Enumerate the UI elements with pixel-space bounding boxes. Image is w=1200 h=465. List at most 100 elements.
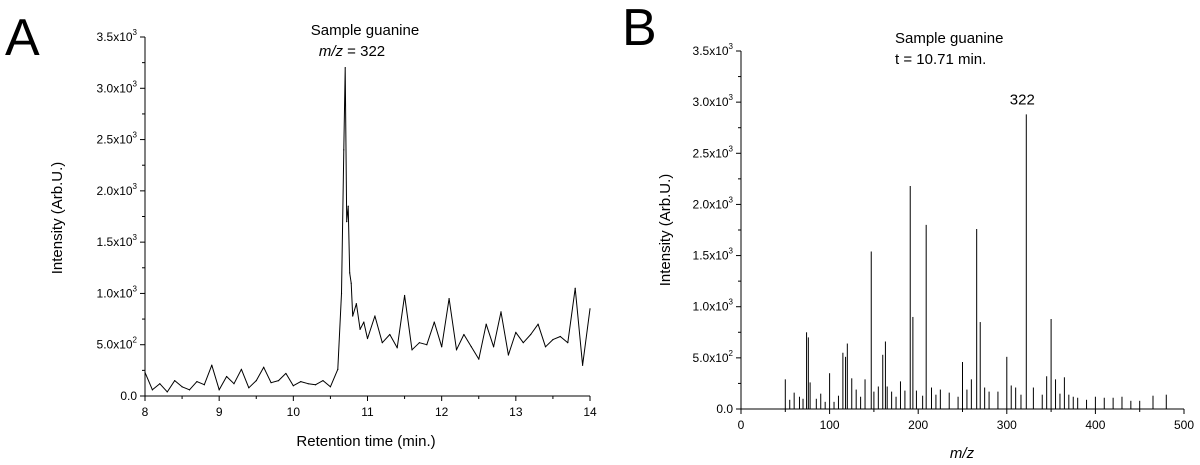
- panel-b-marks: [784, 114, 1167, 409]
- panel-b-letter: B: [622, 0, 657, 57]
- panel-a-x-axis-label: Retention time (min.): [296, 433, 435, 450]
- panel-a-data-point: [255, 380, 257, 382]
- panel-a-data-point: [340, 292, 343, 295]
- panel-a-x-tick-label: 13: [509, 405, 523, 419]
- panel-b-y-tick-label: 1.0x103: [693, 298, 734, 314]
- panel-b-y-axis-label: Intensity (Arb.U.): [657, 174, 674, 287]
- panel-a-data-point: [567, 342, 569, 344]
- panel-a-data-point: [396, 347, 398, 349]
- panel-a-data-point: [381, 342, 383, 344]
- panel-a-y-tick-label: 2.5x103: [97, 131, 138, 147]
- panel-a-x-tick-label: 10: [287, 405, 301, 419]
- panel-a-title-mz: m/z: [319, 43, 344, 60]
- panel-a-data-point: [240, 368, 243, 370]
- panel-a-data-point: [174, 380, 176, 382]
- panel-a-data-point: [346, 221, 348, 223]
- panel-a-data-point: [352, 315, 354, 317]
- panel-a-data-point: [355, 303, 357, 305]
- panel-a-data-point: [300, 381, 302, 383]
- panel-a-data-point: [285, 372, 287, 375]
- panel-b-x-axis-label: m/z: [950, 445, 975, 462]
- panel-a-x-tick-label: 14: [583, 405, 597, 419]
- panel-a-data-point: [522, 342, 524, 344]
- panel-a-y-tick-label: 1.0x103: [97, 284, 138, 300]
- panel-a-data-point: [350, 282, 352, 284]
- panel-b-x-tick-label: 500: [1174, 418, 1194, 432]
- panel-a-data-point: [500, 311, 502, 313]
- panel-a-data-point: [277, 380, 280, 382]
- panel-a-y-tick-label: 1.5x103: [97, 233, 138, 249]
- panel-a-data-point: [270, 382, 272, 384]
- panel-a-data-point: [389, 333, 391, 336]
- panel-a-data-point: [343, 149, 345, 151]
- panel-a-data-point: [411, 349, 413, 351]
- panel-a-data-point: [574, 287, 576, 289]
- panel-a-data-point: [492, 346, 495, 348]
- panel-b-y-tick-label: 0.0: [716, 402, 733, 416]
- panel-a-data-point: [559, 335, 561, 338]
- panel-a-data-point: [537, 323, 539, 325]
- panel-a-data-point: [589, 308, 591, 310]
- panel-a-data-point: [233, 383, 235, 385]
- panel-a-data-point: [515, 331, 517, 334]
- panel-a-data-point: [181, 386, 183, 388]
- panel-a-title-value: = 322: [343, 43, 385, 60]
- panel-a-y-tick-label: 0.0: [120, 389, 137, 403]
- panel-a-data-point: [463, 333, 465, 336]
- panel-a-title-line2: m/z = 322: [319, 43, 385, 60]
- panel-a-data-point: [292, 385, 294, 387]
- panel-a-x-tick-label: 9: [216, 405, 223, 419]
- panel-a-data-point: [344, 67, 346, 69]
- panel-a-data-point: [418, 342, 421, 344]
- panel-a-x-tick-label: 8: [142, 405, 149, 419]
- panel-a-data-point: [530, 333, 532, 336]
- panel-a-data-point: [478, 358, 480, 360]
- panel-a-data-point: [448, 297, 450, 300]
- panel-b-y-tick-label: 5.0x102: [693, 349, 734, 365]
- panel-a-data-point: [329, 386, 332, 388]
- panel-a-x-tick-label: 11: [361, 405, 374, 419]
- panel-a-y-tick-label: 3.0x103: [97, 79, 138, 95]
- panel-a-data-point: [322, 380, 324, 382]
- panel-a-data-point: [366, 337, 369, 340]
- panel-a-data-point: [403, 294, 406, 297]
- panel-a-letter: A: [5, 9, 40, 67]
- panel-a-data-point: [426, 344, 428, 346]
- panel-b-x-tick-label: 0: [738, 418, 745, 432]
- panel-a-data-point: [374, 315, 376, 317]
- panel-a-data-point: [188, 389, 191, 391]
- panel-a-data-point: [363, 321, 365, 323]
- panel-a-data-point: [485, 323, 487, 325]
- panel-b-axes: [740, 51, 1184, 410]
- panel-b-y-tick-label: 2.5x103: [693, 144, 734, 160]
- panel-a-y-tick-label: 2.0x103: [97, 182, 138, 198]
- panel-a-chromatogram: A Sample guanine m/z = 322 Retention tim…: [5, 9, 597, 450]
- panel-a-data-point: [455, 349, 458, 351]
- panel-b-y-tick-label: 3.5x103: [693, 42, 734, 58]
- panel-a-data-point: [433, 321, 435, 323]
- panel-a-y-tick-label: 3.5x103: [97, 28, 138, 44]
- panel-a-data-point: [552, 338, 554, 341]
- panel-a-data-point: [314, 384, 317, 386]
- panel-a-data-point: [359, 328, 361, 330]
- panel-a-data-point: [544, 346, 547, 348]
- panel-a-data-point: [263, 366, 265, 368]
- panel-a-data-point: [144, 371, 146, 374]
- panel-a-data-point: [307, 383, 309, 385]
- panel-a-ticks: 8 9 10 11 12 13 14 0.0 5.0x102 1.0x103 1.5x103 2.0x…: [97, 28, 597, 419]
- panel-a-data-point: [225, 375, 228, 378]
- panel-a-data-point: [218, 389, 220, 391]
- panel-a-data-point: [337, 368, 339, 370]
- panel-b-title-line1: Sample guanine: [895, 30, 1003, 47]
- panel-b-x-tick-label: 300: [997, 418, 1017, 432]
- panel-a-series-line: [144, 67, 591, 393]
- panel-a-marks: [144, 67, 591, 393]
- panel-b-title-line2: t = 10.71 min.: [895, 51, 986, 68]
- panel-b-peak-label: 322: [1010, 91, 1035, 108]
- panel-b-y-tick-label: 3.0x103: [693, 93, 734, 109]
- panel-b-x-tick-label: 200: [908, 418, 928, 432]
- panel-a-x-tick-label: 12: [435, 405, 449, 419]
- panel-a-data-point: [159, 383, 161, 385]
- panel-b-x-tick-label: 400: [1085, 418, 1105, 432]
- panel-a-y-axis-label: Intensity (Arb.U.): [49, 162, 66, 275]
